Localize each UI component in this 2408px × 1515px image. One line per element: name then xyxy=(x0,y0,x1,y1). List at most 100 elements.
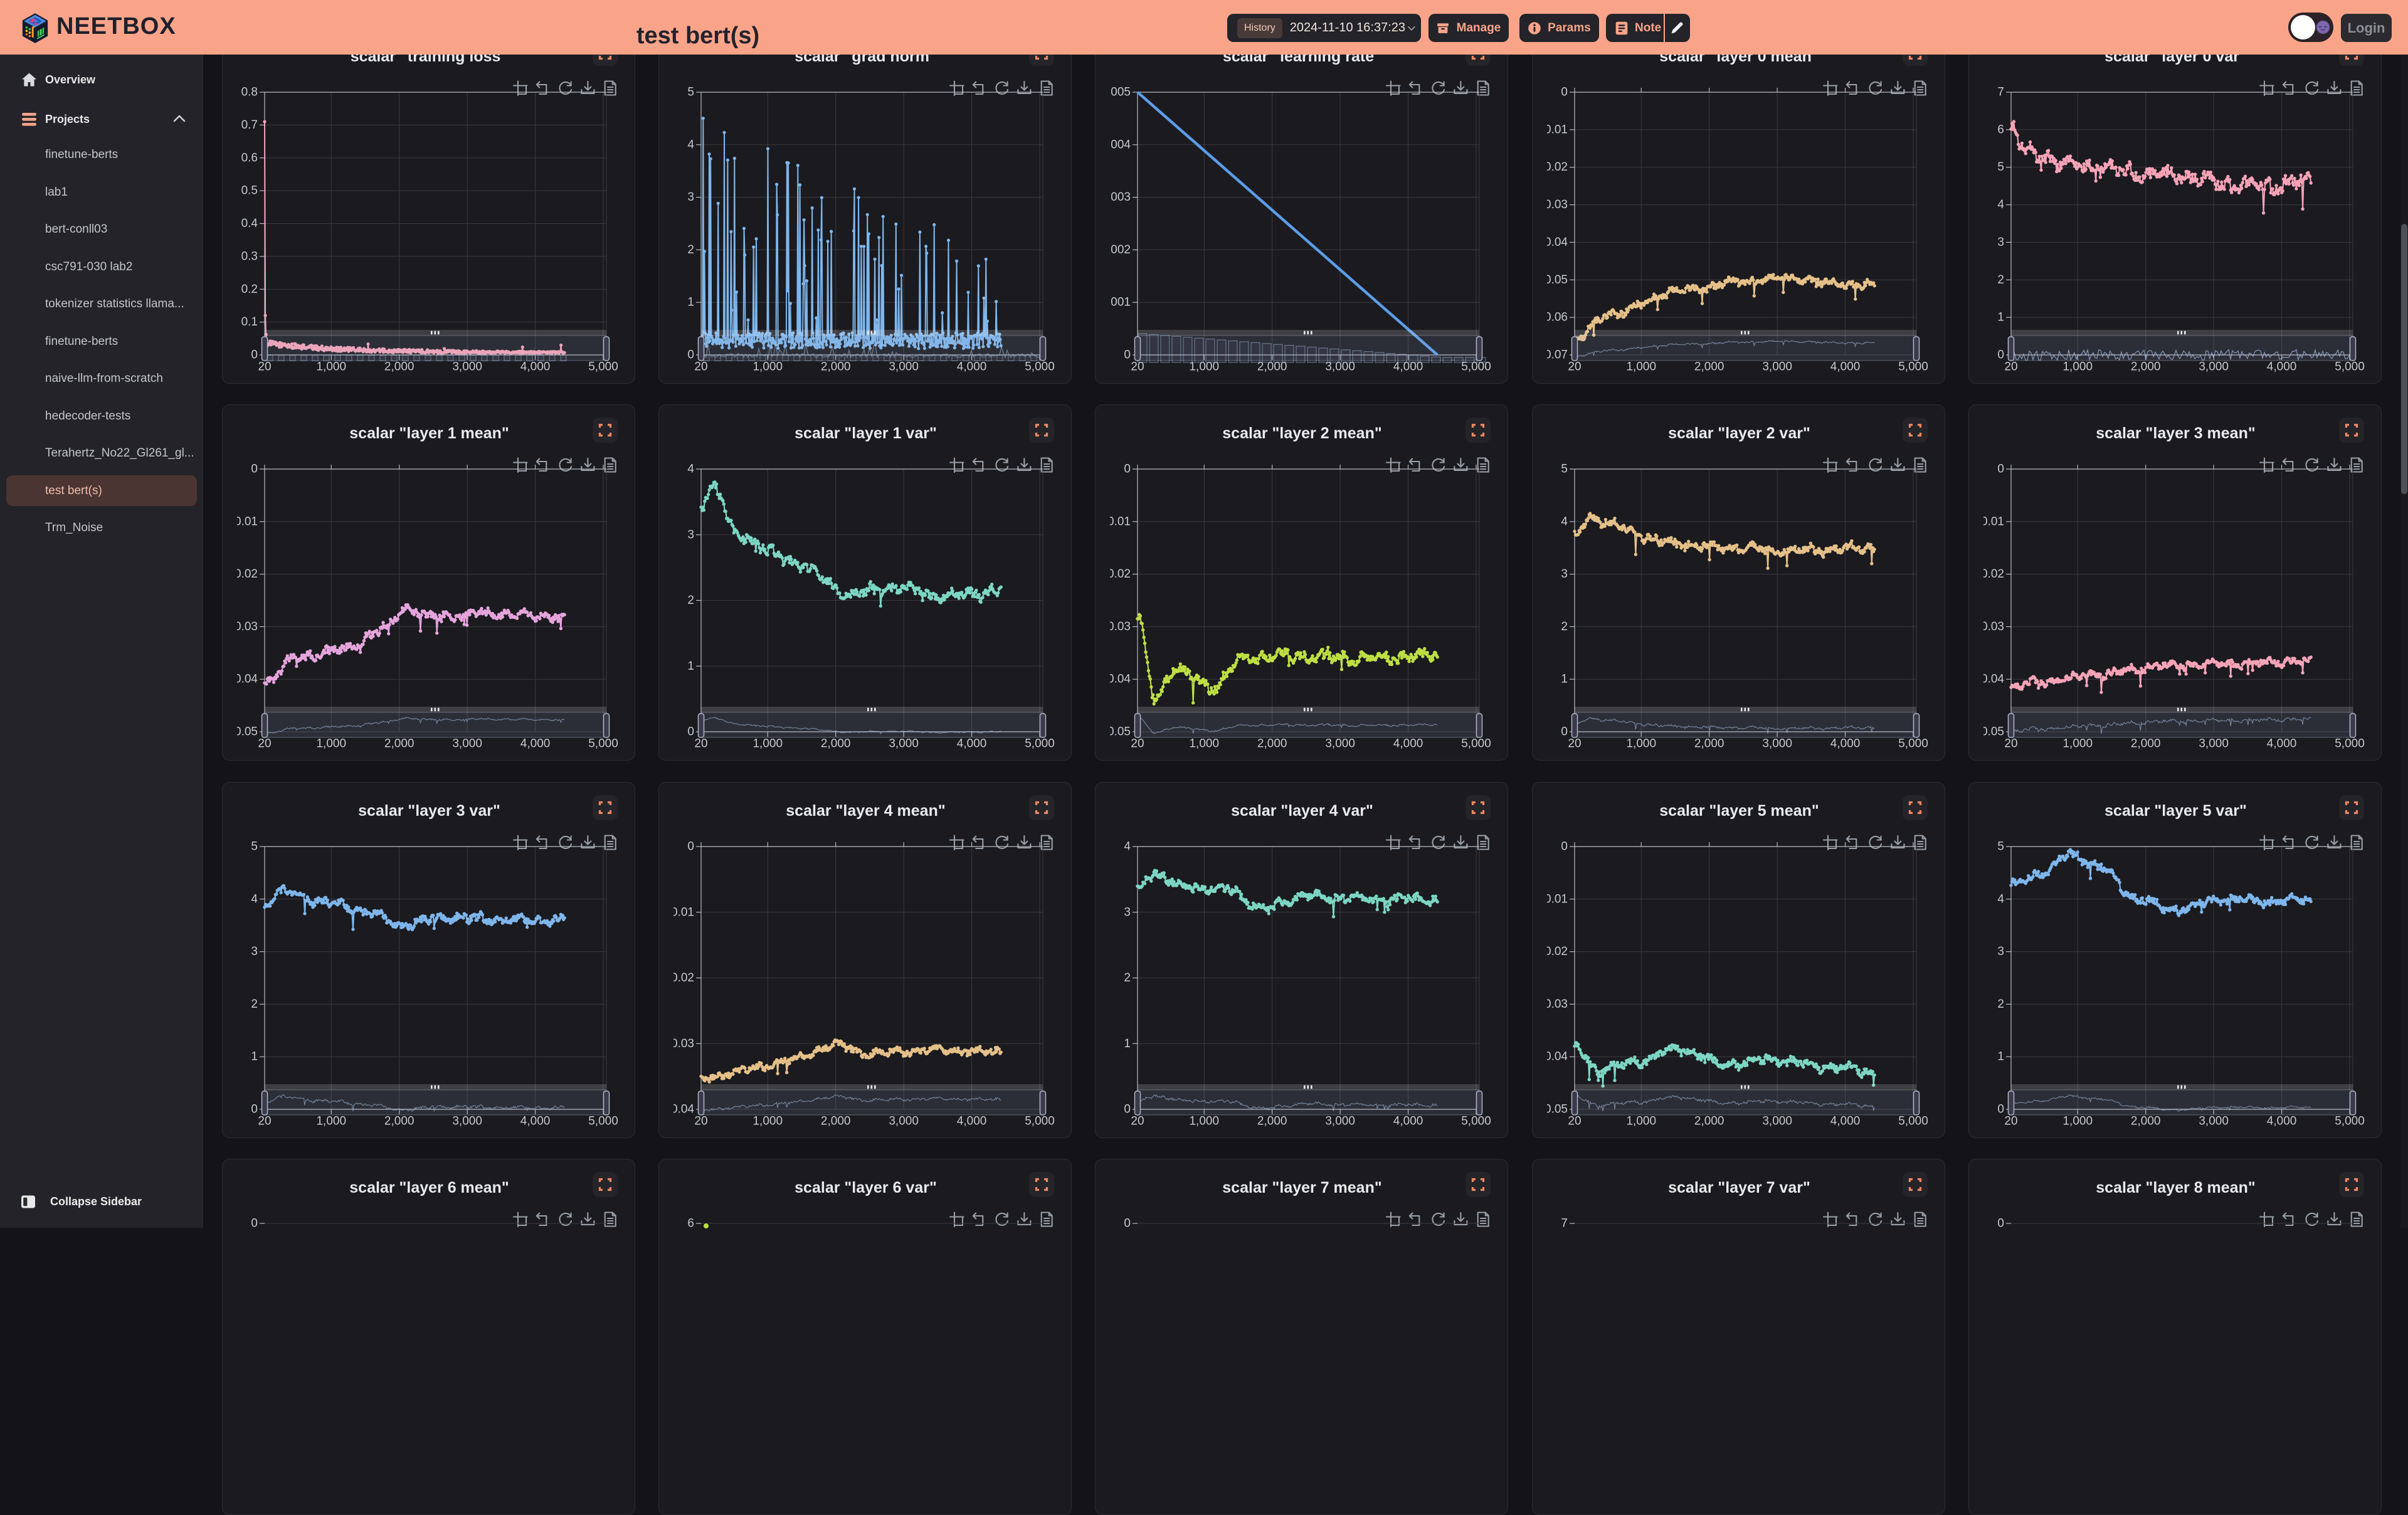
svg-text:1,000: 1,000 xyxy=(1190,360,1220,373)
svg-text:4,000: 4,000 xyxy=(1830,1114,1860,1127)
svg-text:1,000: 1,000 xyxy=(1626,360,1656,373)
svg-text:4,000: 4,000 xyxy=(957,737,987,751)
svg-text:6: 6 xyxy=(1998,123,2005,136)
svg-text:-0.04: -0.04 xyxy=(1104,673,1131,686)
svg-text:5,000: 5,000 xyxy=(1025,360,1055,373)
svg-text:1,000: 1,000 xyxy=(1626,1114,1656,1127)
svg-text:-0.04: -0.04 xyxy=(667,1102,695,1116)
svg-text:1,000: 1,000 xyxy=(1190,1114,1220,1127)
svg-text:3,000: 3,000 xyxy=(1326,1114,1356,1127)
svg-text:0: 0 xyxy=(1998,1102,2005,1116)
svg-text:4: 4 xyxy=(251,892,258,905)
svg-text:0: 0 xyxy=(251,348,258,361)
svg-text:20: 20 xyxy=(2005,737,2018,751)
svg-text:1: 1 xyxy=(1124,1037,1131,1050)
svg-text:-0.03: -0.03 xyxy=(1540,997,1567,1010)
svg-text:2,000: 2,000 xyxy=(821,1114,851,1127)
svg-text:20: 20 xyxy=(1131,360,1144,373)
svg-text:scalar "layer 2 mean": scalar "layer 2 mean" xyxy=(1223,425,1382,442)
svg-text:5,000: 5,000 xyxy=(1025,737,1055,751)
svg-text:4,000: 4,000 xyxy=(1830,360,1860,373)
svg-text:3,000: 3,000 xyxy=(452,360,482,373)
svg-text:2,000: 2,000 xyxy=(1694,360,1724,373)
svg-text:-0.02: -0.02 xyxy=(1540,945,1567,958)
svg-text:1,000: 1,000 xyxy=(752,360,783,373)
svg-text:-0.01: -0.01 xyxy=(1977,515,2004,528)
svg-text:0.2: 0.2 xyxy=(241,282,257,295)
svg-text:0: 0 xyxy=(1124,348,1131,361)
svg-text:3: 3 xyxy=(1998,945,2005,958)
svg-text:4: 4 xyxy=(1998,198,2005,211)
svg-text:4,000: 4,000 xyxy=(2267,1114,2297,1127)
svg-text:0.002: 0.002 xyxy=(1101,243,1131,256)
svg-text:2: 2 xyxy=(1124,971,1131,984)
svg-text:scalar "layer 8 mean": scalar "layer 8 mean" xyxy=(2096,1179,2255,1196)
svg-text:1: 1 xyxy=(1998,1050,2005,1063)
svg-text:20: 20 xyxy=(2005,1114,2018,1127)
svg-text:5,000: 5,000 xyxy=(1462,360,1492,373)
svg-text:4,000: 4,000 xyxy=(1393,360,1423,373)
svg-text:1,000: 1,000 xyxy=(1626,737,1656,751)
svg-text:-0.03: -0.03 xyxy=(1104,620,1131,633)
svg-text:3,000: 3,000 xyxy=(1326,360,1356,373)
svg-text:-0.07: -0.07 xyxy=(1540,348,1567,361)
svg-text:1: 1 xyxy=(251,1050,258,1063)
svg-text:0: 0 xyxy=(251,1102,258,1116)
svg-text:5,000: 5,000 xyxy=(588,1114,618,1127)
svg-text:2: 2 xyxy=(1561,620,1568,633)
svg-text:0.004: 0.004 xyxy=(1101,138,1131,151)
svg-text:5,000: 5,000 xyxy=(1898,737,1928,751)
svg-text:0.5: 0.5 xyxy=(241,184,257,197)
svg-text:1,000: 1,000 xyxy=(2063,1114,2093,1127)
svg-text:1: 1 xyxy=(1998,310,2005,324)
svg-text:0: 0 xyxy=(251,1217,258,1230)
svg-text:3,000: 3,000 xyxy=(2199,360,2229,373)
svg-text:3,000: 3,000 xyxy=(1326,737,1356,751)
svg-text:3,000: 3,000 xyxy=(889,737,919,751)
svg-text:0: 0 xyxy=(687,726,694,739)
svg-text:4: 4 xyxy=(687,463,694,476)
svg-text:20: 20 xyxy=(1568,360,1581,373)
svg-text:1,000: 1,000 xyxy=(316,360,346,373)
svg-text:2,000: 2,000 xyxy=(1257,360,1287,373)
svg-text:3: 3 xyxy=(1998,235,2005,248)
svg-text:-0.04: -0.04 xyxy=(1977,673,2005,686)
svg-text:4,000: 4,000 xyxy=(1393,1114,1423,1127)
svg-text:0: 0 xyxy=(1124,1102,1131,1116)
svg-text:5,000: 5,000 xyxy=(2335,737,2365,751)
svg-text:2: 2 xyxy=(1998,273,2005,286)
svg-text:-0.03: -0.03 xyxy=(1977,620,2004,633)
svg-text:-0.02: -0.02 xyxy=(1540,161,1567,174)
svg-text:2,000: 2,000 xyxy=(1694,737,1724,751)
svg-text:3,000: 3,000 xyxy=(889,1114,919,1127)
svg-text:2,000: 2,000 xyxy=(821,737,851,751)
svg-text:0.7: 0.7 xyxy=(241,118,257,131)
svg-text:0.001: 0.001 xyxy=(1101,295,1131,309)
svg-text:-0.03: -0.03 xyxy=(667,1037,694,1050)
svg-text:20: 20 xyxy=(1131,1114,1144,1127)
svg-text:5: 5 xyxy=(1998,161,2005,174)
svg-text:-0.01: -0.01 xyxy=(1104,515,1131,528)
svg-text:0: 0 xyxy=(1998,348,2005,361)
svg-text:5,000: 5,000 xyxy=(1462,1114,1492,1127)
svg-text:scalar "layer 6 var": scalar "layer 6 var" xyxy=(795,1179,937,1196)
svg-text:0: 0 xyxy=(1561,840,1568,853)
svg-text:3,000: 3,000 xyxy=(1762,360,1792,373)
svg-text:0.6: 0.6 xyxy=(241,151,257,164)
svg-text:-0.05: -0.05 xyxy=(1104,726,1131,739)
svg-text:4,000: 4,000 xyxy=(520,737,550,751)
svg-text:20: 20 xyxy=(258,737,271,751)
svg-text:4,000: 4,000 xyxy=(2267,737,2297,751)
svg-text:-0.06: -0.06 xyxy=(1540,310,1567,324)
svg-text:-0.01: -0.01 xyxy=(667,905,694,919)
svg-text:3: 3 xyxy=(1124,905,1131,919)
svg-text:7: 7 xyxy=(1998,85,2005,98)
svg-text:scalar "layer 3 var": scalar "layer 3 var" xyxy=(358,802,500,820)
svg-text:5,000: 5,000 xyxy=(1462,737,1492,751)
svg-text:20: 20 xyxy=(258,360,271,373)
svg-text:0: 0 xyxy=(687,840,694,853)
svg-text:2,000: 2,000 xyxy=(2131,1114,2161,1127)
svg-text:0: 0 xyxy=(251,463,258,476)
svg-text:2,000: 2,000 xyxy=(1694,1114,1724,1127)
svg-text:scalar "layer 1 var": scalar "layer 1 var" xyxy=(795,425,937,442)
